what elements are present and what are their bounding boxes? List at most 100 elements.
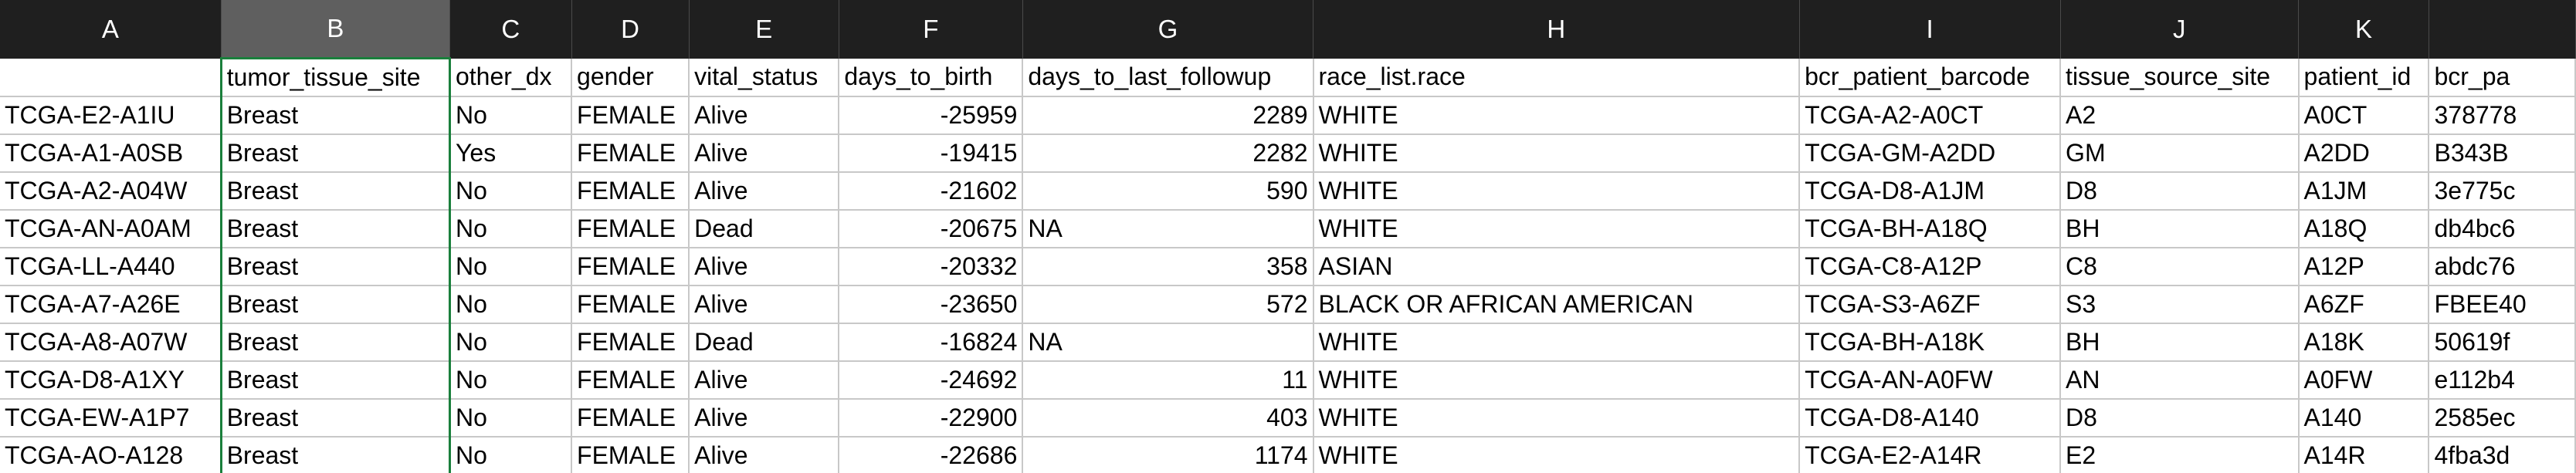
cell[interactable]: No	[449, 172, 573, 211]
cell[interactable]: FEMALE	[571, 437, 690, 473]
cell[interactable]: abdc76	[2429, 248, 2576, 286]
cell[interactable]: FEMALE	[571, 172, 690, 211]
cell[interactable]: BH	[2060, 323, 2300, 362]
cell[interactable]: vital_status	[689, 58, 840, 97]
cell[interactable]: WHITE	[1313, 361, 1801, 400]
cell[interactable]: tissue_source_site	[2060, 58, 2300, 97]
cell[interactable]: A14R	[2298, 437, 2430, 473]
column-header-h[interactable]: H	[1313, 0, 1800, 59]
cell[interactable]: TCGA-A7-A26E	[0, 285, 222, 324]
cell[interactable]: A2DD	[2298, 134, 2430, 173]
cell[interactable]: -20332	[839, 248, 1024, 286]
column-header-a[interactable]: A	[0, 0, 222, 59]
cell[interactable]: TCGA-D8-A1XY	[0, 361, 222, 400]
cell[interactable]: Yes	[449, 134, 573, 173]
cell[interactable]: -16824	[839, 323, 1024, 362]
cell[interactable]: GM	[2060, 134, 2300, 173]
cell[interactable]: FEMALE	[571, 285, 690, 324]
cell[interactable]: A18K	[2298, 323, 2430, 362]
cell[interactable]: WHITE	[1313, 210, 1801, 248]
cell[interactable]: 50619f	[2429, 323, 2576, 362]
cell[interactable]: TCGA-AN-A0AM	[0, 210, 222, 248]
cell[interactable]: A1JM	[2298, 172, 2430, 211]
cell[interactable]: No	[449, 323, 573, 362]
cell[interactable]: db4bc6	[2429, 210, 2576, 248]
cell[interactable]: TCGA-AN-A0FW	[1799, 361, 2062, 400]
cell[interactable]: Breast	[219, 323, 451, 362]
cell[interactable]: No	[449, 210, 573, 248]
column-header-g[interactable]: G	[1022, 0, 1314, 59]
cell[interactable]: Breast	[219, 399, 451, 438]
cell[interactable]: TCGA-A1-A0SB	[0, 134, 222, 173]
cell[interactable]: bcr_patient_barcode	[1799, 58, 2062, 97]
cell[interactable]: bcr_pa	[2429, 58, 2576, 97]
cell[interactable]: No	[449, 248, 573, 286]
cell[interactable]: 403	[1022, 399, 1314, 438]
column-header-b[interactable]: B	[221, 0, 450, 59]
cell[interactable]: No	[449, 361, 573, 400]
cell[interactable]: D8	[2060, 172, 2300, 211]
cell[interactable]: NA	[1022, 210, 1314, 248]
cell[interactable]: 11	[1022, 361, 1314, 400]
cell[interactable]: Alive	[689, 285, 840, 324]
cell[interactable]: TCGA-AO-A128	[0, 437, 222, 473]
cell[interactable]: TCGA-D8-A1JM	[1799, 172, 2062, 211]
cell[interactable]: A0CT	[2298, 96, 2430, 135]
cell[interactable]: WHITE	[1313, 134, 1801, 173]
cell[interactable]: Alive	[689, 361, 840, 400]
cell[interactable]: other_dx	[449, 58, 573, 97]
cell[interactable]: E2	[2060, 437, 2300, 473]
cell[interactable]: Alive	[689, 399, 840, 438]
cell[interactable]: S3	[2060, 285, 2300, 324]
column-header-c[interactable]: C	[449, 0, 572, 59]
cell[interactable]: 3e775c	[2429, 172, 2576, 211]
cell[interactable]: TCGA-C8-A12P	[1799, 248, 2062, 286]
cell[interactable]: 358	[1022, 248, 1314, 286]
cell[interactable]: ASIAN	[1313, 248, 1801, 286]
cell[interactable]: 4fba3d	[2429, 437, 2576, 473]
cell[interactable]: WHITE	[1313, 96, 1801, 135]
cell[interactable]: WHITE	[1313, 399, 1801, 438]
cell[interactable]: NA	[1022, 323, 1314, 362]
column-header-j[interactable]: J	[2060, 0, 2300, 59]
cell[interactable]: Alive	[689, 134, 840, 173]
cell[interactable]: Breast	[219, 134, 451, 173]
cell[interactable]: WHITE	[1313, 437, 1801, 473]
cell[interactable]: A6ZF	[2298, 285, 2430, 324]
cell[interactable]: 2289	[1022, 96, 1314, 135]
cell[interactable]: Dead	[689, 323, 840, 362]
cell[interactable]: No	[449, 96, 573, 135]
cell[interactable]: days_to_last_followup	[1022, 58, 1314, 97]
cell[interactable]: tumor_tissue_site	[219, 57, 451, 97]
cell[interactable]: Breast	[219, 172, 451, 211]
cell[interactable]: FEMALE	[571, 248, 690, 286]
column-header-i[interactable]: I	[1799, 0, 2061, 59]
cell[interactable]: -24692	[839, 361, 1024, 400]
cell[interactable]: race_list.race	[1313, 58, 1801, 97]
cell[interactable]: days_to_birth	[839, 58, 1024, 97]
cell[interactable]: TCGA-S3-A6ZF	[1799, 285, 2062, 324]
cell[interactable]: 378778	[2429, 96, 2576, 135]
cell[interactable]: -22900	[839, 399, 1024, 438]
column-header-k[interactable]: K	[2298, 0, 2429, 59]
cell[interactable]: No	[449, 285, 573, 324]
cell[interactable]: Breast	[219, 210, 451, 248]
cell[interactable]: -25959	[839, 96, 1024, 135]
cell[interactable]: FEMALE	[571, 134, 690, 173]
cell[interactable]: -20675	[839, 210, 1024, 248]
cell[interactable]: TCGA-BH-A18Q	[1799, 210, 2062, 248]
cell[interactable]: D8	[2060, 399, 2300, 438]
cell[interactable]: BLACK OR AFRICAN AMERICAN	[1313, 285, 1801, 324]
column-header-e[interactable]: E	[689, 0, 839, 59]
cell[interactable]: TCGA-A2-A04W	[0, 172, 222, 211]
cell[interactable]: Alive	[689, 437, 840, 473]
cell[interactable]: Dead	[689, 210, 840, 248]
cell[interactable]: B343B	[2429, 134, 2576, 173]
cell[interactable]: 2282	[1022, 134, 1314, 173]
column-header-f[interactable]: F	[839, 0, 1023, 59]
cell[interactable]: TCGA-EW-A1P7	[0, 399, 222, 438]
cell[interactable]: Breast	[219, 361, 451, 400]
cell[interactable]: FBEE40	[2429, 285, 2576, 324]
cell[interactable]: TCGA-D8-A140	[1799, 399, 2062, 438]
cell[interactable]: TCGA-A2-A0CT	[1799, 96, 2062, 135]
